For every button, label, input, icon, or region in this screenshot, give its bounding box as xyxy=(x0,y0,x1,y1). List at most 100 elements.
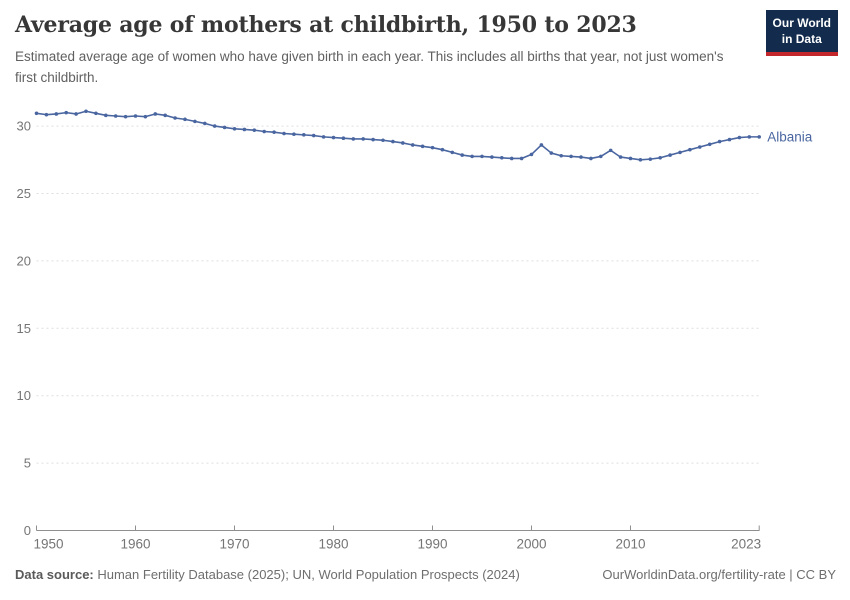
data-point[interactable] xyxy=(608,148,613,153)
data-point[interactable] xyxy=(252,128,257,132)
data-source-text: Human Fertility Database (2025); UN, Wor… xyxy=(93,567,520,582)
data-point[interactable] xyxy=(292,132,296,136)
data-point[interactable] xyxy=(212,124,217,128)
data-point[interactable] xyxy=(430,145,435,150)
owid-logo-line2: in Data xyxy=(781,31,822,46)
data-source-label: Data source: xyxy=(15,567,94,582)
data-point[interactable] xyxy=(569,154,573,159)
data-point[interactable] xyxy=(361,137,366,141)
data-point[interactable] xyxy=(153,112,158,116)
y-gridlines: 0 5 10 15 20 25 30 xyxy=(17,119,760,538)
chart-footer: Data source: Human Fertility Database (2… xyxy=(15,567,836,582)
data-point[interactable] xyxy=(232,126,237,131)
data-point[interactable] xyxy=(490,155,494,159)
data-point[interactable] xyxy=(450,150,455,155)
data-point[interactable] xyxy=(559,153,563,158)
data-point[interactable] xyxy=(698,145,702,149)
data-point[interactable] xyxy=(391,139,395,144)
data-point[interactable] xyxy=(638,158,643,162)
data-point[interactable] xyxy=(658,155,662,160)
data-point[interactable] xyxy=(717,139,722,144)
series-line[interactable] xyxy=(35,110,761,161)
data-point[interactable] xyxy=(262,129,267,134)
x-tick-label: 1980 xyxy=(318,537,348,552)
data-point[interactable] xyxy=(410,143,415,147)
data-point[interactable] xyxy=(529,152,534,157)
data-point[interactable] xyxy=(688,147,692,152)
x-tick-label: 2023 xyxy=(731,537,761,552)
data-point[interactable] xyxy=(331,135,336,140)
data-point[interactable] xyxy=(549,151,554,155)
y-tick-label: 25 xyxy=(17,186,31,201)
data-point[interactable] xyxy=(509,156,514,161)
y-tick-label: 20 xyxy=(17,253,31,268)
x-tick-label: 1990 xyxy=(417,537,447,552)
data-point[interactable] xyxy=(678,150,682,155)
data-point[interactable] xyxy=(618,155,623,159)
data-point[interactable] xyxy=(74,112,78,116)
data-point[interactable] xyxy=(747,135,752,139)
data-point[interactable] xyxy=(470,154,474,159)
data-point[interactable] xyxy=(54,112,59,116)
data-point[interactable] xyxy=(84,109,88,114)
series-albania[interactable]: Albania xyxy=(34,109,813,162)
owid-logo-line1: Our World xyxy=(772,16,831,30)
data-point[interactable] xyxy=(34,111,39,116)
owid-logo[interactable]: Our World in Data xyxy=(765,10,838,57)
data-point[interactable] xyxy=(44,112,49,117)
data-point[interactable] xyxy=(64,110,68,115)
data-point[interactable] xyxy=(519,156,524,161)
page-title: Average age of mothers at childbirth, 19… xyxy=(15,12,637,38)
data-point[interactable] xyxy=(648,157,653,161)
x-tick-label: 1950 xyxy=(34,537,64,552)
data-point[interactable] xyxy=(480,154,484,159)
data-point[interactable] xyxy=(282,131,286,136)
data-point[interactable] xyxy=(579,155,583,159)
data-point[interactable] xyxy=(381,138,385,143)
data-point[interactable] xyxy=(668,153,672,157)
data-point[interactable] xyxy=(341,136,346,141)
data-point[interactable] xyxy=(420,144,425,149)
data-point[interactable] xyxy=(440,147,445,152)
x-tick-label: 2010 xyxy=(615,537,645,552)
data-point[interactable] xyxy=(500,155,504,160)
data-point[interactable] xyxy=(173,116,177,120)
chart-subtitle: Estimated average age of women who have … xyxy=(15,49,724,86)
data-point[interactable] xyxy=(302,133,306,137)
data-point[interactable] xyxy=(460,153,465,157)
data-point[interactable] xyxy=(737,135,742,140)
chart-header: Average age of mothers at childbirth, 19… xyxy=(15,12,755,89)
data-point[interactable] xyxy=(272,130,276,134)
data-point[interactable] xyxy=(123,114,128,119)
data-point[interactable] xyxy=(203,121,207,126)
data-point[interactable] xyxy=(707,142,712,147)
data-point[interactable] xyxy=(311,133,316,138)
data-point[interactable] xyxy=(321,135,326,139)
data-point[interactable] xyxy=(371,137,375,142)
data-point[interactable] xyxy=(727,137,732,142)
y-tick-label: 30 xyxy=(17,119,31,134)
data-point[interactable] xyxy=(193,119,197,124)
x-tick-label: 2000 xyxy=(516,537,546,552)
data-point[interactable] xyxy=(113,114,118,118)
data-point[interactable] xyxy=(94,111,98,116)
data-point[interactable] xyxy=(351,137,356,141)
y-tick-label: 15 xyxy=(17,321,31,336)
data-point[interactable] xyxy=(163,113,167,118)
data-point[interactable] xyxy=(401,141,405,145)
data-point[interactable] xyxy=(183,117,187,122)
x-tick-label: 1960 xyxy=(120,537,150,552)
owid-license-link[interactable]: OurWorldinData.org/fertility-rate | CC B… xyxy=(602,567,836,582)
data-point[interactable] xyxy=(143,114,148,119)
data-point[interactable] xyxy=(242,127,247,132)
data-point[interactable] xyxy=(133,114,138,118)
data-point[interactable] xyxy=(628,156,633,161)
data-point[interactable] xyxy=(757,135,761,139)
data-point[interactable] xyxy=(222,125,227,130)
data-point[interactable] xyxy=(104,113,108,118)
data-point[interactable] xyxy=(599,154,603,159)
data-point[interactable] xyxy=(589,156,593,161)
data-point[interactable] xyxy=(539,143,544,147)
